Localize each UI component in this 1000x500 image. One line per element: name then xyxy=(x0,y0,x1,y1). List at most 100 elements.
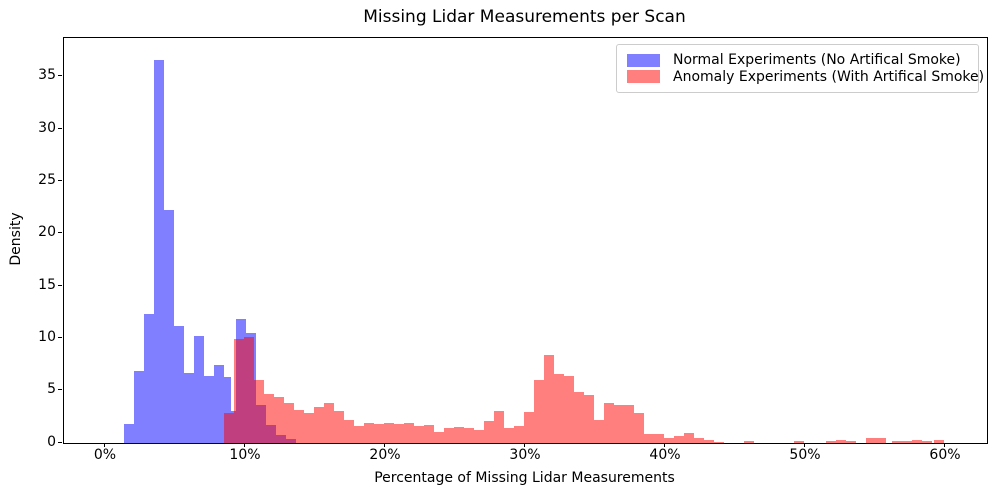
histogram-bar xyxy=(836,439,847,443)
x-tick-label: 40% xyxy=(649,447,681,463)
histogram-bar xyxy=(364,423,375,443)
x-tick-label: 30% xyxy=(509,447,541,463)
x-tick-label: 0% xyxy=(93,447,117,463)
x-axis-label: Percentage of Missing Lidar Measurements xyxy=(374,470,675,486)
y-tick-mark xyxy=(58,75,62,77)
histogram-bar xyxy=(154,60,165,443)
x-tick-label: 20% xyxy=(369,447,401,463)
histogram-bar xyxy=(684,432,695,443)
histogram-bar xyxy=(922,441,933,443)
x-tick-mark xyxy=(804,443,806,447)
histogram-bar xyxy=(714,442,725,443)
chart-title: Missing Lidar Measurements per Scan xyxy=(363,7,686,27)
y-tick-label: 20 xyxy=(38,224,56,241)
histogram-bar xyxy=(344,420,355,443)
histogram-bar xyxy=(224,412,235,443)
histogram-bar xyxy=(614,405,625,443)
y-tick-label: 25 xyxy=(38,171,56,188)
x-tick-mark xyxy=(524,443,526,447)
y-tick-mark xyxy=(58,179,62,181)
legend: Normal Experiments (No Artifical Smoke) … xyxy=(616,44,984,93)
histogram-bar xyxy=(594,420,605,443)
histogram-bar xyxy=(134,370,145,443)
x-tick-label: 60% xyxy=(929,447,961,463)
histogram-bar xyxy=(324,403,335,443)
histogram-bar xyxy=(374,424,385,443)
histogram-bar xyxy=(254,380,265,443)
y-tick-mark xyxy=(58,441,62,443)
histogram-bar xyxy=(164,209,175,443)
histogram-bar xyxy=(744,440,755,443)
legend-swatch-normal xyxy=(627,53,660,67)
x-tick-mark xyxy=(244,443,246,447)
histogram-bar xyxy=(514,426,525,443)
histogram-bar xyxy=(404,423,415,443)
histogram-bar xyxy=(604,402,615,443)
histogram-bar xyxy=(234,339,245,443)
histogram-bar xyxy=(866,438,877,443)
legend-label: Anomaly Experiments (With Artifical Smok… xyxy=(673,68,985,85)
x-tick-label: 50% xyxy=(789,447,821,463)
histogram-bar xyxy=(674,435,685,443)
y-tick-mark xyxy=(58,127,62,129)
y-tick-label: 15 xyxy=(38,276,56,293)
legend-item-anomaly: Anomaly Experiments (With Artifical Smok… xyxy=(627,69,984,86)
histogram-bar xyxy=(902,440,913,443)
x-tick-mark xyxy=(104,443,106,447)
histogram-bar xyxy=(194,336,205,443)
histogram-bar xyxy=(624,405,635,443)
histogram-bar xyxy=(264,393,275,443)
histogram-bar xyxy=(484,421,495,443)
histogram-bar xyxy=(634,412,645,443)
y-tick-label: 30 xyxy=(38,119,56,136)
histogram-bar xyxy=(454,426,465,443)
y-tick-label: 0 xyxy=(47,433,56,450)
histogram-bar xyxy=(414,426,425,443)
histogram-bar xyxy=(444,428,455,443)
y-tick-label: 35 xyxy=(38,67,56,84)
x-tick-label: 10% xyxy=(229,447,261,463)
histogram-bar xyxy=(694,438,705,443)
x-tick-mark xyxy=(384,443,386,447)
histogram-bar xyxy=(504,428,515,443)
histogram-bar xyxy=(644,433,655,443)
histogram-bar xyxy=(912,439,923,443)
histogram-bar xyxy=(464,427,475,443)
histogram-bar xyxy=(144,314,155,443)
histogram-bar xyxy=(314,407,325,443)
histogram-bar xyxy=(424,425,435,443)
histogram-bar xyxy=(846,440,857,443)
histogram-bar xyxy=(354,426,365,443)
histogram-bar xyxy=(564,376,575,443)
histogram-bar xyxy=(892,440,903,443)
histogram-bar xyxy=(274,397,285,443)
histogram-bar xyxy=(474,430,485,443)
histogram-bar xyxy=(304,412,315,443)
histogram-bar xyxy=(934,440,945,443)
histogram-bar xyxy=(826,440,837,443)
histogram-bar xyxy=(124,424,135,443)
histogram-bar xyxy=(876,437,887,443)
histogram-bar xyxy=(214,364,225,443)
y-tick-mark xyxy=(58,336,62,338)
x-tick-mark xyxy=(664,443,666,447)
histogram-bar xyxy=(434,431,445,443)
histogram-bar xyxy=(654,433,665,443)
histogram-bar xyxy=(174,325,185,443)
histogram-bar xyxy=(574,391,585,443)
x-tick-mark xyxy=(944,443,946,447)
series-anomaly-bars xyxy=(64,38,987,443)
histogram-bar xyxy=(704,440,715,443)
histogram-bar xyxy=(394,424,405,443)
legend-swatch-anomaly xyxy=(627,70,660,84)
y-tick-mark xyxy=(58,284,62,286)
histogram-bar xyxy=(284,403,295,443)
y-tick-mark xyxy=(58,389,62,391)
legend-label: Normal Experiments (No Artifical Smoke) xyxy=(673,52,961,69)
histogram-bar xyxy=(334,410,345,443)
histogram-bar xyxy=(384,422,395,443)
histogram-bar xyxy=(664,437,675,443)
histogram-bar xyxy=(184,372,195,443)
histogram-bar xyxy=(544,355,555,443)
